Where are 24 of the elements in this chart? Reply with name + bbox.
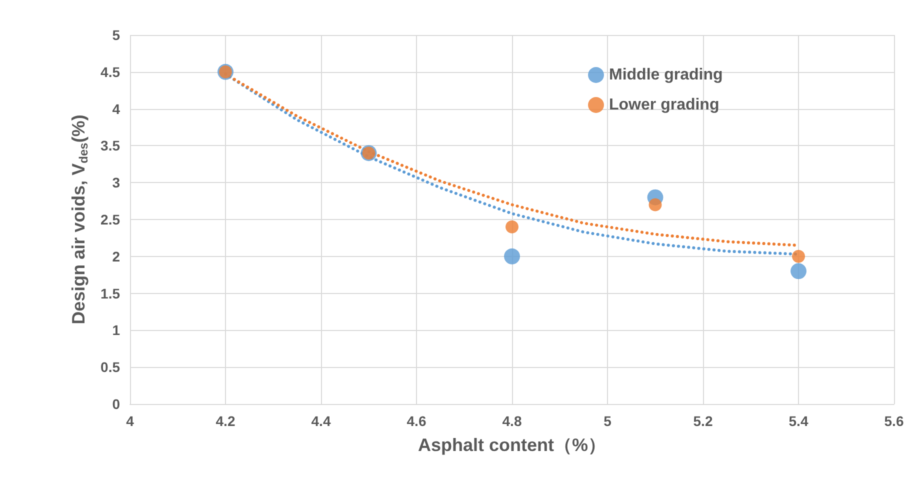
- y-tick-label: 3.5: [100, 138, 120, 154]
- x-tick-label: 4.2: [216, 413, 236, 429]
- x-tick-label: 5.4: [788, 413, 808, 429]
- y-tick-label: 2.5: [100, 212, 120, 228]
- y-tick-label: 4: [112, 100, 120, 117]
- legend-label: Lower grading: [609, 96, 720, 114]
- y-tick-label: 3: [112, 174, 120, 191]
- x-tick-label: 4.6: [406, 413, 426, 429]
- x-tick-label: 4.4: [311, 413, 331, 429]
- x-tick-label: 5: [604, 413, 612, 429]
- y-tick-label: 0.5: [100, 359, 120, 376]
- x-tick-label: 5.2: [693, 413, 713, 429]
- y-tick-label: 1.5: [100, 285, 120, 302]
- x-tick-label: 4.8: [502, 413, 522, 429]
- y-axis-title: Design air voids, Vdes(%): [68, 114, 91, 324]
- x-tick-label: 4: [126, 413, 134, 429]
- y-tick-label: 0: [112, 396, 120, 412]
- y-tick-label: 1: [112, 322, 120, 338]
- y-tick-label: 4.5: [100, 64, 120, 80]
- x-tick-label: 5.6: [884, 413, 904, 429]
- y-tick-label: 2: [112, 248, 120, 264]
- legend-label: Middle grading: [609, 66, 723, 84]
- x-axis-title: Asphalt content（%）: [418, 435, 606, 455]
- y-tick-label: 5: [112, 27, 120, 43]
